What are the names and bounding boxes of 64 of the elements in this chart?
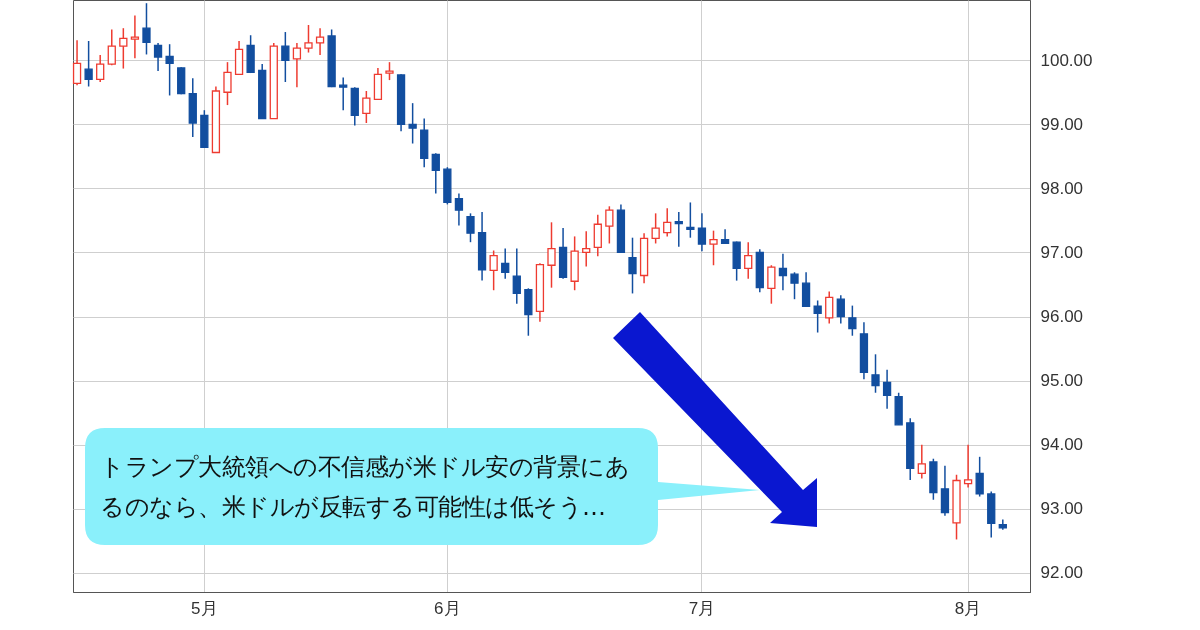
y-tick-label: 95.00 bbox=[1040, 371, 1084, 391]
candlestick bbox=[130, 14, 140, 60]
candlestick bbox=[431, 152, 440, 195]
candlestick bbox=[790, 271, 799, 300]
candlestick bbox=[408, 102, 417, 145]
candlestick bbox=[651, 212, 660, 245]
candlestick bbox=[813, 299, 822, 334]
candlestick bbox=[582, 230, 591, 268]
candlestick bbox=[466, 212, 475, 243]
y-tick-label: 97.00 bbox=[1040, 242, 1084, 262]
candlestick bbox=[605, 205, 614, 245]
candlestick bbox=[304, 24, 313, 54]
y-tick-label: 93.00 bbox=[1040, 499, 1084, 519]
y-tick-label: 98.00 bbox=[1040, 178, 1084, 198]
candlestick bbox=[512, 247, 521, 305]
x-tick-label: 5月 bbox=[191, 598, 218, 618]
candlestick bbox=[292, 42, 302, 88]
candlestick bbox=[153, 42, 163, 72]
candlestick bbox=[84, 40, 93, 88]
x-tick-label: 8月 bbox=[954, 598, 982, 618]
candlestick bbox=[801, 271, 811, 307]
y-tick-label: 96.00 bbox=[1040, 307, 1084, 326]
candlestick bbox=[848, 304, 857, 337]
candlestick bbox=[165, 43, 174, 97]
candlestick bbox=[674, 211, 683, 248]
annotation: トランプ大統領への不信感が米ドル安の背景にあるのなら、米ドルが反転する可能性は低そう… bbox=[100, 452, 630, 523]
candlestick bbox=[697, 212, 707, 252]
candlestick bbox=[744, 241, 753, 280]
y-tick-label: 92.00 bbox=[1040, 563, 1084, 583]
candlestick bbox=[709, 229, 718, 266]
candlestick bbox=[489, 249, 498, 291]
candlestick bbox=[454, 192, 464, 227]
candlestick bbox=[778, 252, 788, 291]
candlestick bbox=[963, 443, 973, 489]
candlestick bbox=[142, 2, 151, 56]
candlestick bbox=[628, 236, 637, 295]
candlestick bbox=[882, 368, 892, 410]
candlestick bbox=[501, 247, 510, 280]
candlestick bbox=[975, 456, 984, 498]
candlestick bbox=[767, 264, 776, 305]
candlestick bbox=[836, 294, 845, 325]
candlestick bbox=[593, 213, 602, 258]
x-tick-label: 6月 bbox=[434, 598, 461, 618]
candlestick bbox=[72, 39, 82, 86]
candlestick bbox=[362, 90, 371, 124]
y-tick-label: 100.00 bbox=[1040, 50, 1093, 70]
candlestick bbox=[96, 54, 105, 83]
candlestick bbox=[720, 228, 730, 245]
y-tick-label: 94.00 bbox=[1040, 435, 1084, 455]
candlestick bbox=[917, 443, 926, 480]
candlestick bbox=[686, 201, 695, 239]
candlestick bbox=[281, 31, 290, 83]
candlestick bbox=[663, 207, 672, 238]
y-tick-label: 99.00 bbox=[1040, 114, 1084, 134]
candlestick bbox=[119, 27, 128, 70]
x-tick-label: 7月 bbox=[688, 598, 716, 618]
candlestick bbox=[825, 290, 834, 325]
candlestick bbox=[107, 28, 116, 67]
candlestick bbox=[339, 76, 348, 111]
candlestick bbox=[871, 353, 880, 394]
candlestick bbox=[315, 27, 325, 56]
candlestick bbox=[547, 221, 556, 289]
candlestick bbox=[940, 465, 950, 517]
candlestick bbox=[223, 61, 232, 106]
